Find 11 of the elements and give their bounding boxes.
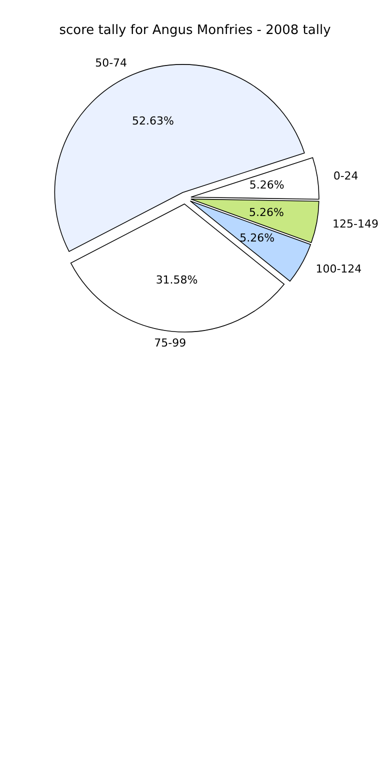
slice-label: 125-149 [332,217,378,230]
data-label: 5.26% [240,232,275,245]
slice-label: 75-99 [154,336,186,350]
slice-label: 100-124 [316,262,362,276]
data-label: 5.26% [248,206,284,219]
data-label: 52.63% [132,114,174,128]
slice-label: 50-74 [95,56,128,70]
data-label: 31.58% [156,273,198,286]
chart-title: score tally for Angus Monfries - 2008 tally [59,23,332,38]
slice-label: 0-24 [333,169,358,182]
data-label: 5.26% [249,178,284,192]
